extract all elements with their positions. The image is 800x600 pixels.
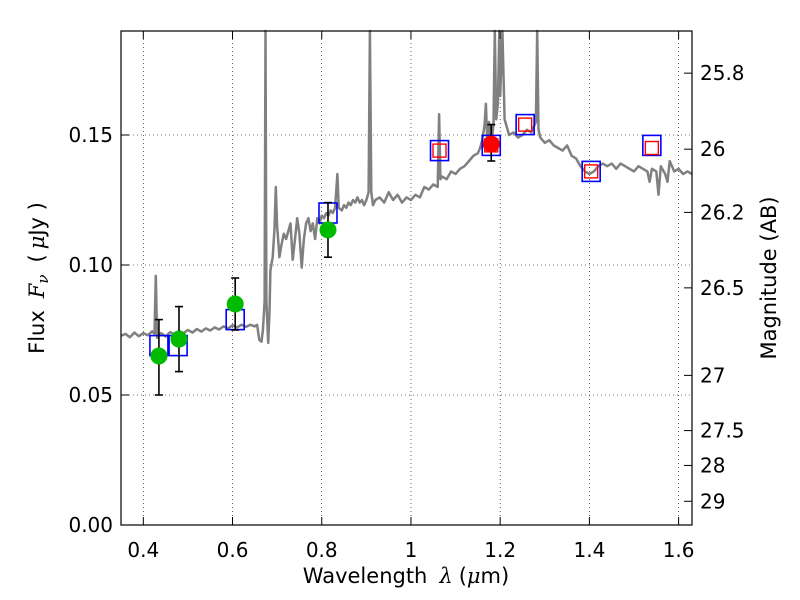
x-tick-label: 1.4: [573, 538, 605, 562]
y-tick-label: 0.00: [68, 513, 113, 537]
model-photometry-square: [642, 134, 662, 157]
axis-ticks: [121, 31, 692, 526]
y-axis-label: FluxFν(μJy ): [25, 202, 52, 354]
detection-point: [150, 347, 168, 365]
x-axis-label: Wavelength λ (μm): [303, 564, 509, 588]
model-photometry-square: [429, 139, 450, 162]
model-photometry-square: [581, 160, 601, 183]
observed-photometry-square: [644, 140, 660, 156]
x-tick-label: 0.6: [217, 538, 249, 562]
detection-point: [319, 221, 337, 239]
markers-layer: [149, 113, 662, 396]
magnitude-tick-label: 29: [700, 489, 725, 513]
magnitude-tick-label: 26.2: [700, 200, 745, 224]
magnitude-tick-labels: 25.8 26 26.2 26.5 27 27.5 28 29: [700, 61, 745, 513]
y-tick-label: 0.15: [68, 123, 113, 147]
observed-photometry-square: [432, 143, 447, 158]
x-tick-label: 0.4: [127, 538, 159, 562]
spectrum-layer: [120, 29, 693, 345]
detection-point: [226, 295, 244, 313]
x-tick-label: 1.2: [484, 538, 516, 562]
x-tick-label: 0.8: [306, 538, 338, 562]
magnitude-axis-label: Magnitude (AB): [757, 196, 781, 359]
y-tick-label: 0.05: [68, 383, 113, 407]
observed-photometry-square: [583, 164, 599, 179]
magnitude-tick-label: 26: [700, 137, 725, 161]
y-tick-label: 0.10: [68, 253, 113, 277]
magnitude-tick-label: 25.8: [700, 61, 745, 85]
x-tick-label: 1: [405, 538, 418, 562]
detection-point: [170, 330, 188, 348]
magnitude-tick-label: 27.5: [700, 419, 745, 443]
magnitude-tick-label: 26.5: [700, 276, 745, 300]
plot-frame: [120, 30, 693, 526]
observed-photometry-square: [484, 138, 499, 153]
magnitude-tick-label: 28: [700, 453, 725, 477]
y-tick-labels: 0.00 0.05 0.10 0.15: [68, 123, 113, 537]
observed-photometry-square: [517, 117, 533, 132]
model-photometry-square: [515, 113, 535, 136]
plot-background: [121, 31, 692, 525]
magnitude-tick-label: 27: [700, 363, 725, 387]
x-tick-label: 1.6: [663, 538, 695, 562]
spectrum-line: [120, 29, 693, 345]
x-tick-labels: 0.4 0.6 0.8 1 1.2 1.4 1.6: [127, 538, 694, 562]
